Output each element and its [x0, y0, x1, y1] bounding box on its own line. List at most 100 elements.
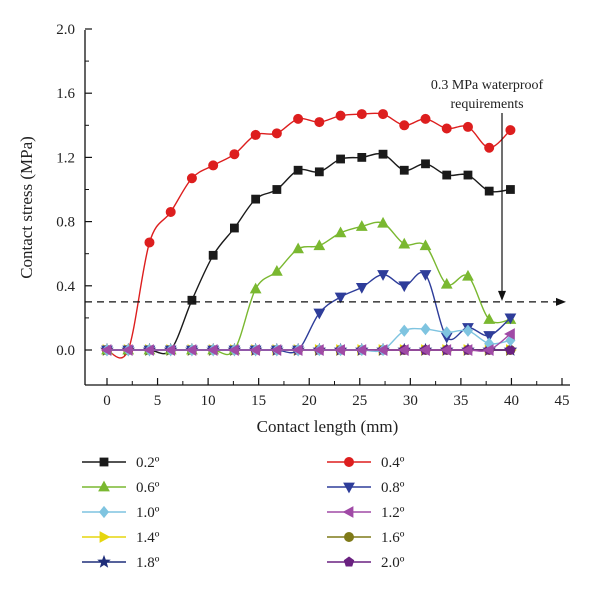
legend-label: 1.4º	[136, 530, 160, 546]
data-point	[313, 344, 324, 356]
legend-label: 0.6º	[136, 480, 160, 496]
data-point	[206, 344, 218, 356]
series-layer	[100, 109, 518, 359]
legend-item: 1.2º	[327, 505, 405, 521]
legend-label: 2.0º	[381, 555, 405, 571]
legend-label: 0.2º	[136, 455, 160, 471]
data-point	[313, 308, 326, 320]
data-point	[461, 344, 473, 356]
series-0.2º	[102, 149, 515, 355]
x-tick-label: 25	[352, 393, 367, 409]
legend-label: 1.2º	[381, 505, 405, 521]
data-point	[483, 331, 496, 342]
data-point	[271, 128, 282, 139]
data-point	[334, 226, 347, 238]
x-tick-label: 20	[302, 393, 317, 409]
data-point	[355, 283, 368, 294]
x-tick-label: 30	[403, 393, 418, 409]
data-point	[336, 154, 345, 164]
legend-marker	[343, 482, 355, 494]
data-point	[421, 159, 430, 169]
data-point	[420, 323, 431, 336]
data-point	[420, 113, 431, 124]
data-point	[185, 344, 197, 356]
legend-label: 1.8º	[136, 555, 160, 571]
y-tick-label: 0.4	[56, 279, 75, 295]
data-point	[484, 142, 495, 153]
data-point	[293, 113, 304, 124]
y-tick-label: 2.0	[56, 22, 75, 38]
threshold-layer: 0.3 MPa waterproof requirements	[85, 78, 566, 306]
data-point	[229, 149, 240, 160]
legend-marker	[343, 532, 354, 543]
data-point	[357, 152, 367, 162]
y-axis-title: Contact stress (MPa)	[17, 136, 36, 279]
y-tick-label: 0.8	[56, 215, 75, 231]
legend-item: 0.4º	[327, 455, 405, 471]
data-point	[270, 265, 283, 276]
data-point	[377, 216, 389, 228]
data-point	[505, 125, 516, 136]
data-point	[293, 165, 303, 175]
data-point	[377, 270, 389, 281]
data-point	[314, 117, 325, 128]
x-tick-label: 35	[453, 393, 468, 409]
legend-item: 0.2º	[82, 455, 160, 471]
data-point	[399, 120, 410, 131]
data-point	[441, 123, 452, 134]
data-point	[506, 185, 515, 194]
data-point	[378, 109, 389, 120]
data-point	[250, 129, 261, 140]
x-tick-label: 5	[154, 393, 162, 409]
legend-item: 0.8º	[327, 480, 405, 496]
data-point	[398, 281, 411, 293]
data-point	[334, 344, 345, 356]
legend-marker	[342, 506, 354, 518]
data-point	[355, 344, 367, 356]
data-point	[399, 324, 410, 337]
data-point	[482, 344, 494, 356]
data-point	[356, 109, 367, 120]
series-0.4º	[102, 109, 516, 359]
x-tick-label: 15	[251, 393, 266, 409]
data-point	[462, 121, 473, 132]
data-point	[228, 344, 239, 356]
data-point	[270, 344, 282, 356]
legend-item: 1.0º	[82, 505, 160, 521]
legend-marker	[98, 480, 110, 492]
data-point	[441, 326, 452, 339]
axes-layer: Contact length (mm) Contact stress (MPa)…	[17, 22, 570, 436]
series-1.2º	[100, 328, 515, 356]
data-point	[399, 165, 409, 175]
series-line	[107, 153, 511, 355]
data-point	[314, 167, 324, 177]
data-point	[165, 206, 176, 217]
series-line	[106, 112, 511, 359]
threshold-annotation-line2: requirements	[450, 97, 523, 112]
y-tick-label: 0.0	[56, 343, 75, 359]
data-point	[483, 313, 496, 324]
data-point	[144, 237, 155, 248]
data-point	[292, 242, 304, 254]
data-point	[272, 185, 282, 194]
data-point	[505, 344, 516, 355]
data-point	[186, 173, 197, 184]
data-point	[378, 149, 388, 159]
data-point	[504, 328, 515, 340]
data-point	[334, 292, 347, 304]
data-point	[376, 344, 388, 356]
data-point	[229, 223, 239, 233]
data-point	[313, 239, 326, 251]
data-point	[164, 344, 176, 356]
data-point	[291, 344, 303, 356]
legend-item: 0.6º	[82, 480, 160, 496]
data-point	[208, 160, 219, 171]
data-point	[100, 344, 112, 356]
data-point	[249, 344, 261, 356]
data-point	[419, 270, 432, 281]
x-tick-label: 0	[103, 393, 111, 409]
legend-marker	[98, 505, 110, 519]
data-point	[143, 344, 154, 356]
data-point	[442, 170, 452, 180]
